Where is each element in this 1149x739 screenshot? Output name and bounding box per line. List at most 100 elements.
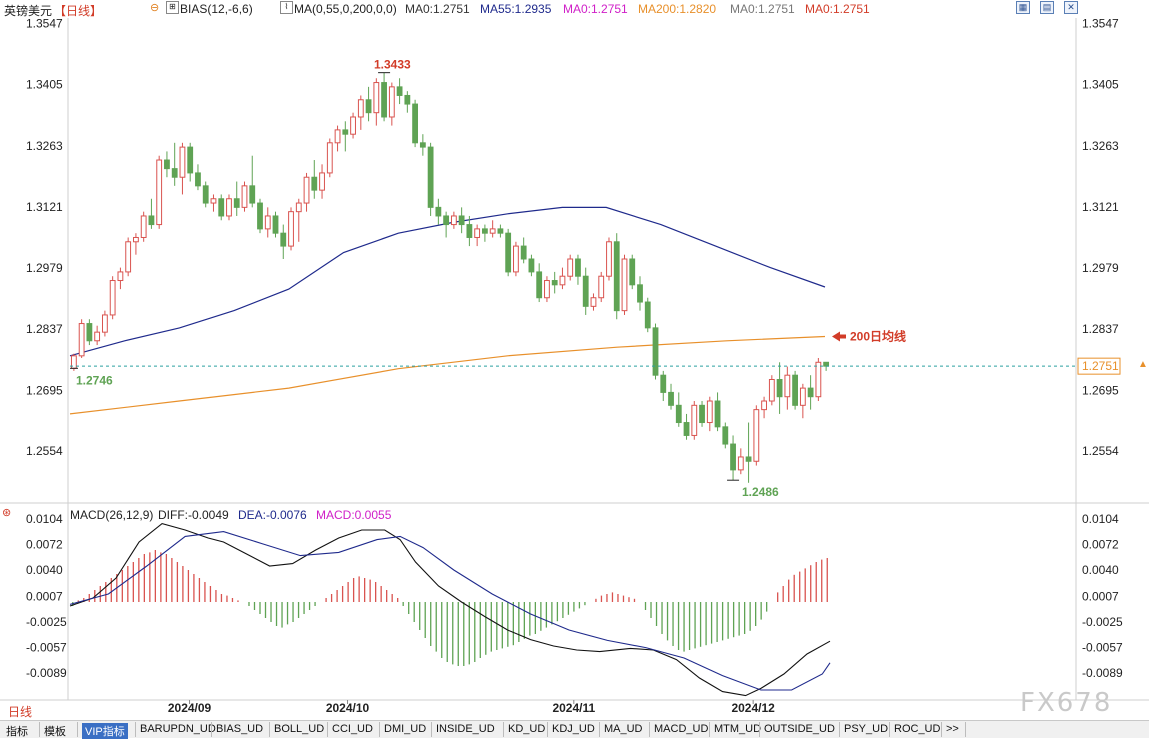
candle-body [373, 82, 380, 114]
candle-body [776, 379, 783, 398]
price-tick-left: 1.3263 [26, 139, 63, 153]
tab-psy-ud[interactable]: PSY_UD [844, 723, 889, 735]
candle [249, 155, 256, 208]
candle [272, 211, 279, 238]
candle [792, 370, 799, 410]
candlesticks [70, 72, 830, 483]
refresh-icon[interactable]: ⊖ [150, 2, 160, 14]
candle-body [536, 271, 543, 299]
candle-body [792, 374, 799, 406]
tab-barupdn-ud[interactable]: BARUPDN_UD [140, 723, 216, 735]
candle-body [807, 387, 814, 398]
candle [326, 138, 333, 178]
ma-settings-icon[interactable]: ⌇ [280, 1, 293, 14]
candle-body [288, 211, 294, 247]
layout-grid-icon[interactable]: ▦ [1016, 1, 1030, 14]
candle-body [481, 228, 488, 234]
tab-more-button[interactable]: >> [946, 723, 959, 735]
current-price-label: 1.2751 [1082, 359, 1119, 373]
candle-body [668, 391, 674, 406]
chart-canvas[interactable]: 1.3547 1.3547 1.3405 1.3405 1.3263 1.3263 1.31… [0, 0, 1149, 720]
candle-body [706, 400, 713, 424]
candle [699, 401, 705, 427]
macd-title: MACD(26,12,9) [70, 508, 154, 522]
high-label: 1.3433 [374, 58, 411, 72]
tab-separator [547, 722, 548, 737]
candle-body [722, 426, 729, 445]
tab-ma-ud[interactable]: MA_UD [604, 723, 643, 735]
candle-body [815, 361, 822, 398]
tab-separator [965, 722, 966, 737]
window-close-icon[interactable]: ✕ [1064, 1, 1078, 14]
period-button[interactable]: 日线 [8, 705, 33, 719]
candle-body [544, 280, 550, 299]
price-tick-right: 1.2695 [1082, 383, 1119, 397]
tab-template[interactable]: 模板 [44, 726, 66, 738]
candle-body [714, 400, 721, 428]
candle-body [613, 241, 620, 312]
candle-body [210, 198, 217, 204]
tab-cci-ud[interactable]: CCI_UD [332, 723, 373, 735]
candle [241, 181, 248, 212]
tab-kd-ud[interactable]: KD_UD [508, 723, 546, 735]
tab-mtm-ud[interactable]: MTM_UD [714, 723, 762, 735]
candle-body [559, 275, 566, 286]
macd-histogram [72, 550, 828, 666]
candle [536, 263, 543, 303]
price-tick-left: 1.3547 [26, 17, 63, 31]
candle-body [567, 258, 574, 277]
tab-separator [431, 722, 432, 737]
candle-body [644, 301, 651, 329]
candle [613, 233, 620, 320]
date-tick-label: 2024/09 [168, 701, 212, 715]
tab-roc-ud[interactable]: ROC_UD [894, 723, 941, 735]
tab-separator [839, 722, 840, 737]
ma200-label: 200日均线 [850, 328, 906, 343]
candle [156, 155, 163, 229]
candle-body [474, 228, 481, 238]
candle [264, 207, 271, 238]
candle [730, 435, 736, 481]
macd-settings-icon[interactable]: ⊛ [2, 507, 12, 519]
tab-inside-ud[interactable]: INSIDE_UD [436, 723, 495, 735]
tab-separator [211, 722, 212, 737]
candle [357, 95, 364, 130]
candle [505, 228, 512, 277]
tab-separator [599, 722, 600, 737]
candle-body [241, 185, 248, 208]
tab-bias-ud[interactable]: BIAS_UD [216, 723, 264, 735]
ma55-path [69, 206, 826, 357]
candle [745, 422, 752, 483]
chart-settings-icon[interactable]: ⊞ [166, 1, 179, 14]
tab-boll-ud[interactable]: BOLL_UD [274, 723, 325, 735]
candle [559, 267, 566, 290]
window-split-icon[interactable]: ▤ [1040, 1, 1054, 14]
candle-body [528, 258, 535, 273]
candle-body [381, 82, 387, 118]
candle [280, 224, 287, 259]
tab-macd-ud[interactable]: MACD_UD [654, 723, 709, 735]
tab-kdj-ud[interactable]: KDJ_UD [552, 723, 595, 735]
macd-tick-left: -0.0025 [26, 615, 67, 629]
candle [140, 211, 147, 242]
tab-indicator[interactable]: 指标 [6, 726, 28, 738]
ma0-value-d: MA0:1.2751 [805, 2, 870, 16]
indicator-tab-bar: 指标 模板 VIP指标 BARUPDN_UD BIAS_UD BOLL_UD CCI_UD D… [0, 720, 1149, 739]
tab-vip-indicator[interactable]: VIP指标 [82, 723, 128, 739]
price-tick-left: 1.3405 [26, 78, 63, 92]
ma200-value: MA200:1.2820 [638, 2, 717, 16]
candle-body [575, 258, 581, 277]
tab-dmi-ud[interactable]: DMI_UD [384, 723, 427, 735]
candle-body [419, 142, 426, 148]
candle-body [86, 323, 93, 342]
price-tick-right: 1.2554 [1082, 444, 1119, 458]
candle [652, 323, 659, 380]
candle [226, 194, 232, 221]
candle [218, 194, 225, 221]
candle [288, 207, 294, 251]
symbol-name: 英镑美元 [4, 4, 53, 18]
candle-body [350, 116, 356, 135]
candle [691, 401, 698, 440]
tab-outside-ud[interactable]: OUTSIDE_UD [764, 723, 835, 735]
candle [458, 207, 465, 234]
